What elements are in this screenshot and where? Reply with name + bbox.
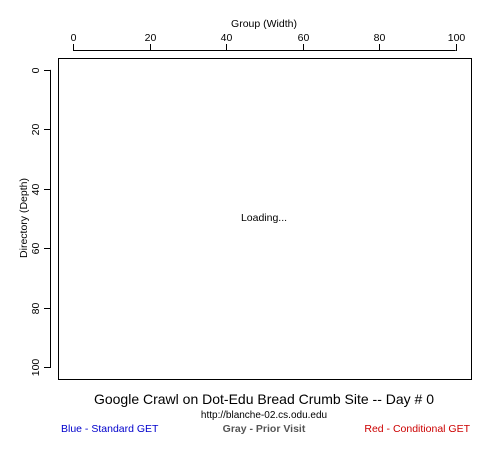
x-axis-title: Group (Width) bbox=[231, 18, 297, 30]
y-tick-label: 0 bbox=[30, 67, 42, 73]
x-tick-label: 60 bbox=[298, 32, 310, 44]
x-tick-label: 40 bbox=[221, 32, 233, 44]
y-tick-label: 20 bbox=[30, 124, 42, 136]
y-axis: 0 20 40 60 80 100 bbox=[30, 67, 51, 376]
legend-item: Gray - Prior Visit bbox=[223, 423, 306, 435]
x-tick-label: 20 bbox=[145, 32, 157, 44]
y-tick-label: 100 bbox=[30, 359, 42, 377]
y-tick-label: 60 bbox=[30, 243, 42, 255]
legend: Blue - Standard GET Gray - Prior Visit Red… bbox=[61, 423, 471, 435]
loading-status: Loading... bbox=[241, 212, 287, 224]
legend-item: Blue - Standard GET bbox=[61, 423, 159, 435]
x-tick-label: 80 bbox=[374, 32, 386, 44]
x-tick-label: 0 bbox=[71, 32, 77, 44]
plot-frame bbox=[58, 58, 472, 380]
legend-item: Red - Conditional GET bbox=[364, 423, 470, 435]
chart-subtitle: http://blanche-02.cs.odu.edu bbox=[201, 410, 327, 421]
chart-title: Google Crawl on Dot-Edu Bread Crumb Site… bbox=[94, 391, 434, 407]
x-axis: 0 20 40 60 80 100 bbox=[71, 32, 466, 51]
y-tick-label: 40 bbox=[30, 184, 42, 196]
y-tick-label: 80 bbox=[30, 303, 42, 315]
x-tick-label: 100 bbox=[448, 32, 466, 44]
y-axis-title: Directory (Depth) bbox=[18, 178, 30, 258]
